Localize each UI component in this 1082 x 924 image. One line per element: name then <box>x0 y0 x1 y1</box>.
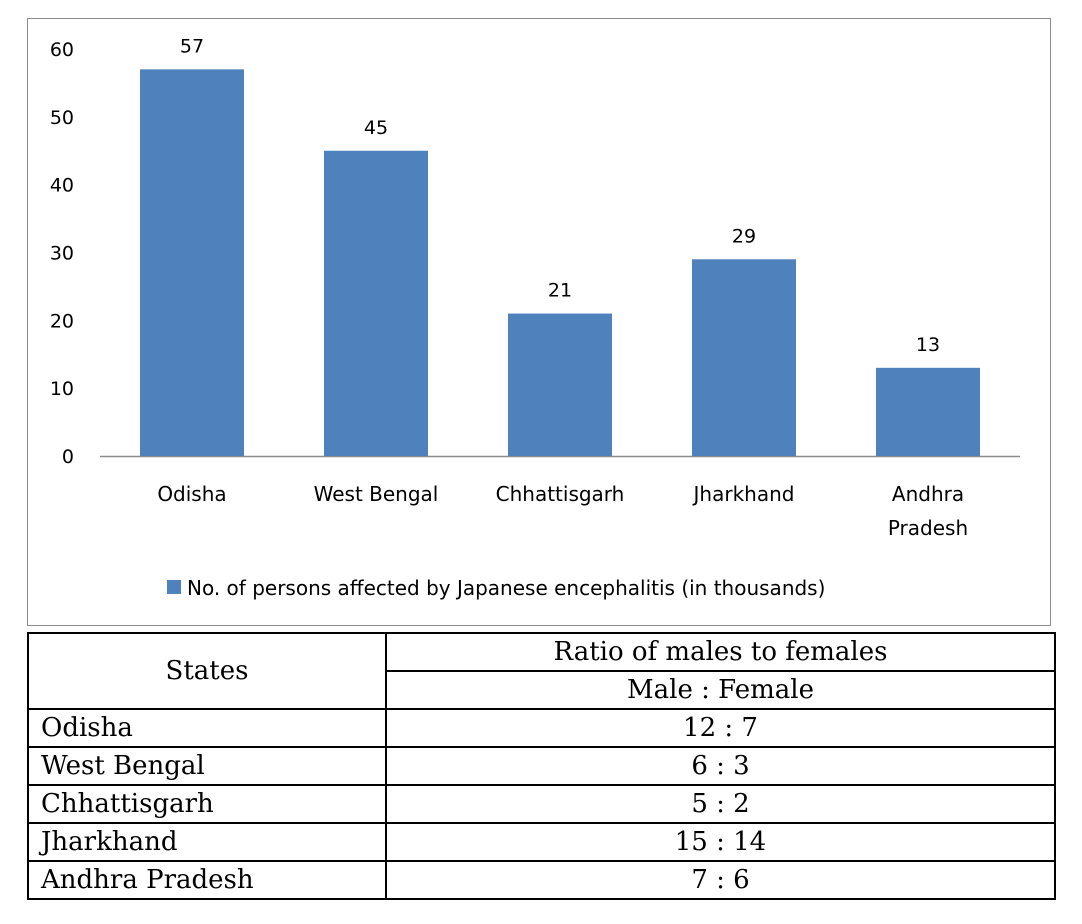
data-label: 13 <box>916 334 940 356</box>
ratio-header: Ratio of males to females <box>385 632 1056 672</box>
y-tick-label: 20 <box>50 310 74 332</box>
x-tick-label: Odisha <box>157 482 226 506</box>
y-tick-label: 50 <box>50 107 74 129</box>
bar <box>324 150 428 456</box>
x-tick-label: West Bengal <box>314 482 439 506</box>
y-tick-label: 60 <box>50 39 74 61</box>
ratio-cell: 5 : 2 <box>385 784 1056 824</box>
legend-label: No. of persons affected by Japanese ence… <box>187 576 825 600</box>
states-header: States <box>27 632 387 710</box>
state-cell: Andhra Pradesh <box>27 860 387 900</box>
table-header-row: States Ratio of males to females <box>27 632 1056 710</box>
bar <box>140 69 244 456</box>
bar-chart: 0 10 20 30 40 50 60 57 Odisha 45 West Bengal 21 Chha… <box>50 35 1020 600</box>
ratio-cell: 6 : 3 <box>385 746 1056 786</box>
state-cell: West Bengal <box>27 746 387 786</box>
x-tick-label: Pradesh <box>888 516 968 540</box>
bar <box>876 367 980 456</box>
data-label: 29 <box>732 225 756 247</box>
table-subheader-row: Male : Female <box>28 670 1056 710</box>
male-female-subheader: Male : Female <box>385 670 1056 710</box>
x-tick-label: Jharkhand <box>692 482 795 506</box>
y-tick-label: 10 <box>50 378 74 400</box>
chart-frame: 0 10 20 30 40 50 60 57 Odisha 45 West Bengal 21 Chha… <box>27 18 1051 626</box>
state-cell: Chhattisgarh <box>27 784 387 824</box>
ratio-cell: 12 : 7 <box>385 708 1056 748</box>
state-cell: Jharkhand <box>27 822 387 862</box>
table-row: Andhra Pradesh 7 : 6 <box>27 860 1056 900</box>
ratio-cell: 15 : 14 <box>385 822 1056 862</box>
y-tick-label: 0 <box>62 446 74 468</box>
legend-swatch <box>167 580 181 594</box>
bar <box>508 313 612 456</box>
ratio-table: States Ratio of males to females Male : … <box>27 632 1056 900</box>
x-tick-label: Chhattisgarh <box>496 482 625 506</box>
data-label: 21 <box>548 280 572 302</box>
data-label: 57 <box>180 35 204 57</box>
table-row: Chhattisgarh 5 : 2 <box>27 784 1056 824</box>
table-row: Odisha 12 : 7 <box>27 708 1056 748</box>
table-row: Jharkhand 15 : 14 <box>27 822 1056 862</box>
data-label: 45 <box>364 117 388 139</box>
ratio-cell: 7 : 6 <box>385 860 1056 900</box>
x-tick-label: Andhra <box>892 482 964 506</box>
y-tick-label: 40 <box>50 175 74 197</box>
state-cell: Odisha <box>27 708 387 748</box>
table-row: West Bengal 6 : 3 <box>27 746 1056 786</box>
y-tick-label: 30 <box>50 243 74 265</box>
bar <box>692 259 796 456</box>
